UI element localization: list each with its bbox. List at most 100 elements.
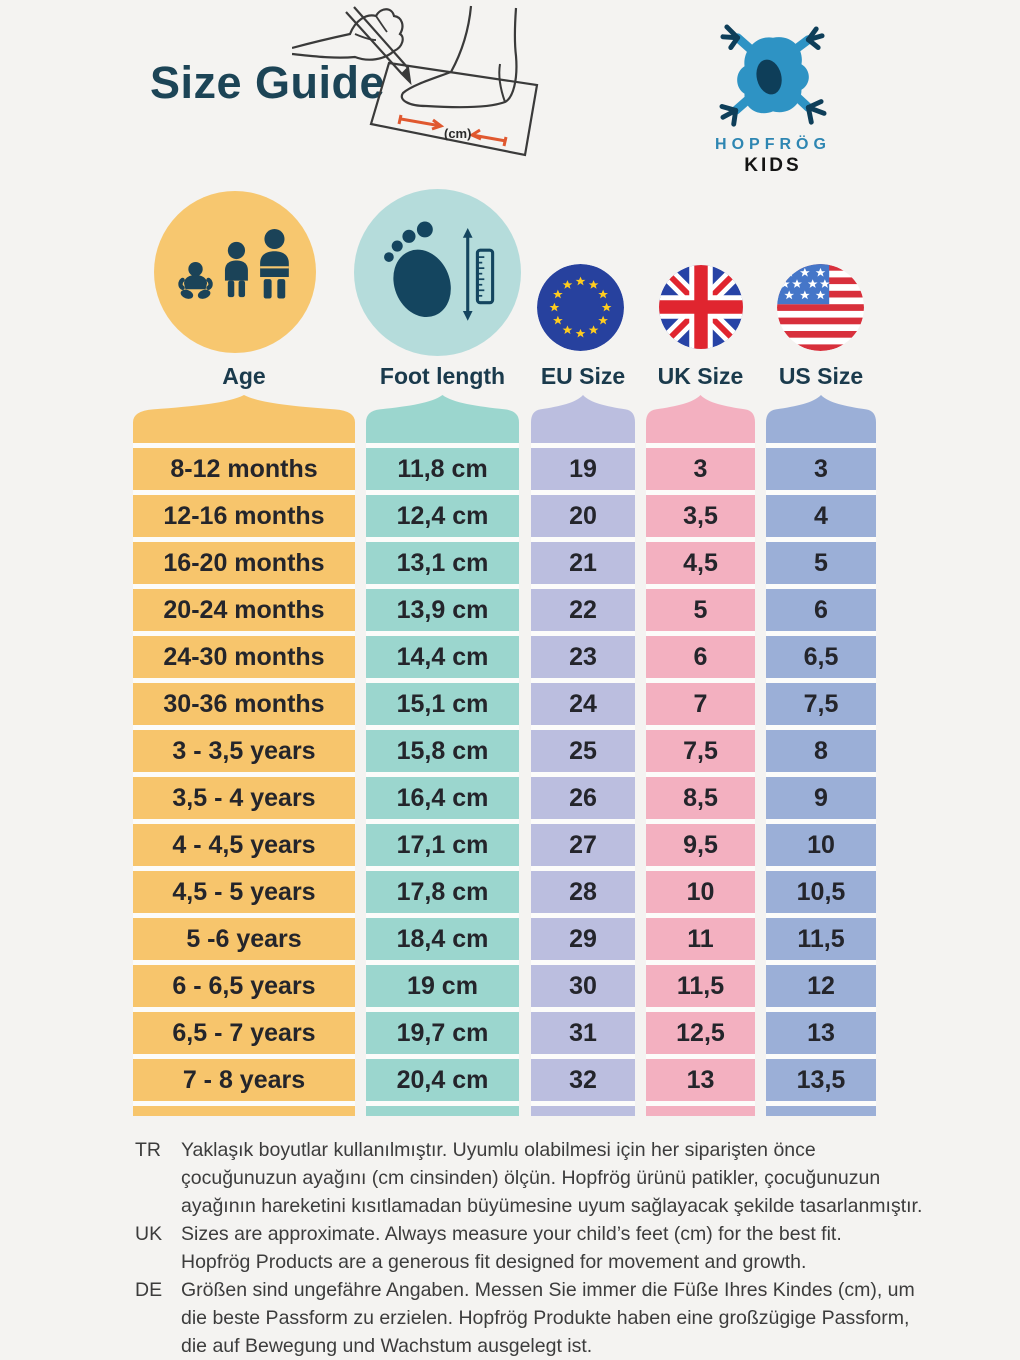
table-cell: 12-16 months xyxy=(133,495,355,537)
table-cell: 17,8 cm xyxy=(366,871,519,913)
table-cell: 11,8 cm xyxy=(366,448,519,490)
us-size-circle xyxy=(777,264,864,351)
footnote-line: Größen sind ungefähre Angaben. Messen Si… xyxy=(181,1279,915,1301)
eu-flag-icon xyxy=(537,264,624,351)
footnote-lang-label: DE xyxy=(135,1279,163,1301)
table-cell: 13,9 cm xyxy=(366,589,519,631)
footnote-lang-label: TR xyxy=(135,1139,161,1161)
table-cell: 11,5 xyxy=(766,918,876,960)
frog-icon xyxy=(688,24,858,132)
table-cell: 7,5 xyxy=(766,683,876,725)
table-cell: 20 xyxy=(531,495,635,537)
table-cell: 19 cm xyxy=(366,965,519,1007)
table-column-us-size: 3 4 5 6 6,5 7,5 8 9 10 10,5 11,5 12 13 13,5 xyxy=(766,395,876,1116)
table-cell: 17,1 cm xyxy=(366,824,519,866)
table-cell: 28 xyxy=(531,871,635,913)
table-cell: 3,5 xyxy=(646,495,755,537)
table-cell: 13,1 cm xyxy=(366,542,519,584)
table-cell: 26 xyxy=(531,777,635,819)
table-cell: 16-20 months xyxy=(133,542,355,584)
column-peak-shape xyxy=(646,395,755,443)
eu-size-circle xyxy=(537,264,624,351)
table-cell-partial xyxy=(646,1106,755,1116)
table-cell: 8 xyxy=(766,730,876,772)
column-label-uk-size: UK Size xyxy=(657,363,744,389)
brand-logo: HOPFRÖG KIDS xyxy=(688,24,858,177)
table-cell: 7 - 8 years xyxy=(133,1059,355,1101)
table-column-eu-size: 19 20 21 22 23 24 25 26 27 28 29 30 31 32 xyxy=(531,395,635,1116)
table-cell: 25 xyxy=(531,730,635,772)
footnote-line: Sizes are approximate. Always measure yo… xyxy=(181,1223,842,1245)
table-cell: 12,4 cm xyxy=(366,495,519,537)
table-cell: 15,8 cm xyxy=(366,730,519,772)
table-cell-partial xyxy=(366,1106,519,1116)
table-cell: 3 - 3,5 years xyxy=(133,730,355,772)
column-peak-shape xyxy=(366,395,519,443)
age-circle xyxy=(154,191,316,353)
table-cell: 4 - 4,5 years xyxy=(133,824,355,866)
table-cell: 30-36 months xyxy=(133,683,355,725)
table-cell: 3,5 - 4 years xyxy=(133,777,355,819)
footnote-uk: UK Sizes are approximate. Always measure… xyxy=(135,1220,945,1276)
table-cell: 10 xyxy=(766,824,876,866)
table-cell-partial xyxy=(766,1106,876,1116)
table-cell: 20,4 cm xyxy=(366,1059,519,1101)
table-cell: 30 xyxy=(531,965,635,1007)
table-cell: 29 xyxy=(531,918,635,960)
table-cell: 10,5 xyxy=(766,871,876,913)
table-cell: 18,4 cm xyxy=(366,918,519,960)
table-cell: 16,4 cm xyxy=(366,777,519,819)
table-cell: 19 xyxy=(531,448,635,490)
table-cell: 13 xyxy=(766,1012,876,1054)
table-cell: 12,5 xyxy=(646,1012,755,1054)
table-column-foot-length: 11,8 cm 12,4 cm 13,1 cm 13,9 cm 14,4 cm 15,1 … xyxy=(366,395,519,1116)
footnotes: TR Yaklaşık boyutlar kullanılmıştır. Uyu… xyxy=(135,1136,945,1360)
table-cell: 6,5 - 7 years xyxy=(133,1012,355,1054)
table-cell: 5 xyxy=(646,589,755,631)
table-cell: 5 -6 years xyxy=(133,918,355,960)
table-cell: 19,7 cm xyxy=(366,1012,519,1054)
foot-ruler-icon xyxy=(379,217,497,329)
us-flag-icon xyxy=(777,264,864,351)
column-label-foot-length: Foot length xyxy=(379,363,506,389)
uk-size-circle xyxy=(659,265,743,349)
footnote-de: DE Größen sind ungefähre Angaben. Messen… xyxy=(135,1276,945,1360)
table-cell-partial xyxy=(531,1106,635,1116)
table-cell: 14,4 cm xyxy=(366,636,519,678)
table-cell: 31 xyxy=(531,1012,635,1054)
table-cell: 4 xyxy=(766,495,876,537)
table-cell: 3 xyxy=(766,448,876,490)
table-cell: 8,5 xyxy=(646,777,755,819)
table-cell: 10 xyxy=(646,871,755,913)
footnote-lang-label: UK xyxy=(135,1223,163,1245)
table-cell: 4,5 - 5 years xyxy=(133,871,355,913)
table-cell-partial xyxy=(133,1106,355,1116)
table-column-uk-size: 3 3,5 4,5 5 6 7 7,5 8,5 9,5 10 11 11,5 12,5 13 xyxy=(646,395,755,1116)
footnote-line: çocuğunuzun ayağını (cm cinsinden) ölçün… xyxy=(181,1167,881,1189)
table-cell: 9 xyxy=(766,777,876,819)
table-cell: 23 xyxy=(531,636,635,678)
table-cell: 13 xyxy=(646,1059,755,1101)
table-cell: 15,1 cm xyxy=(366,683,519,725)
table-cell: 24 xyxy=(531,683,635,725)
table-cell: 11,5 xyxy=(646,965,755,1007)
table-cell: 12 xyxy=(766,965,876,1007)
table-cell: 5 xyxy=(766,542,876,584)
brand-name: HOPFRÖG xyxy=(715,136,831,153)
family-icon xyxy=(174,222,296,322)
table-cell: 4,5 xyxy=(646,542,755,584)
page-title: Size Guide xyxy=(150,57,386,108)
footnote-line: die auf Bewegung und Wachstum ausgelegt … xyxy=(181,1335,593,1357)
svg-text:(cm): (cm) xyxy=(444,126,471,141)
footnote-tr: TR Yaklaşık boyutlar kullanılmıştır. Uyu… xyxy=(135,1136,945,1220)
foot-measuring-illustration-icon: (cm) xyxy=(291,4,554,160)
table-cell: 6 xyxy=(766,589,876,631)
table-cell: 7 xyxy=(646,683,755,725)
uk-flag-icon xyxy=(659,265,743,349)
table-cell: 22 xyxy=(531,589,635,631)
table-cell: 8-12 months xyxy=(133,448,355,490)
table-cell: 20-24 months xyxy=(133,589,355,631)
table-cell: 7,5 xyxy=(646,730,755,772)
column-peak-shape xyxy=(766,395,876,443)
table-cell: 27 xyxy=(531,824,635,866)
